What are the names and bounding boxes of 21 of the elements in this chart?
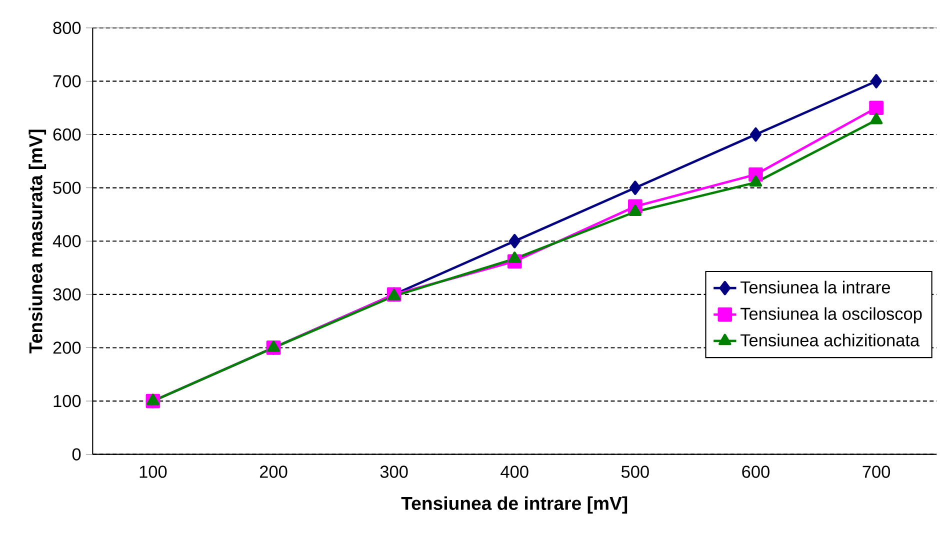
y-tick-label: 800: [53, 22, 81, 34]
y-tick-label: 700: [53, 75, 81, 88]
x-tick-label: 100: [140, 466, 167, 478]
x-tick-label: 300: [380, 466, 408, 478]
y-tick-label: 200: [53, 342, 81, 354]
x-tick-label: 500: [621, 466, 649, 478]
y-tick-label: 100: [54, 394, 81, 408]
y-tick-label: 600: [53, 128, 81, 141]
y-tick-label: 400: [52, 234, 81, 248]
x-tick-label: 600: [742, 466, 770, 478]
x-tick-label: 200: [260, 466, 288, 478]
y-tick-label: 300: [53, 288, 81, 301]
y-tick-label: 0: [72, 448, 81, 460]
x-tick-label: 700: [862, 466, 890, 478]
y-axis-title: Tensiunea masurata [mV]: [28, 130, 46, 354]
legend-label: Tensiunea la osciloscop: [740, 307, 922, 324]
y-tick-label: 500: [53, 182, 81, 194]
legend-label: Tensiunea achizitionata: [740, 334, 920, 346]
legend-label: Tensiunea la intrare: [740, 280, 890, 294]
x-tick-label: 400: [500, 466, 528, 478]
x-axis-title: Tensiunea de intrare [mV]: [401, 496, 628, 514]
